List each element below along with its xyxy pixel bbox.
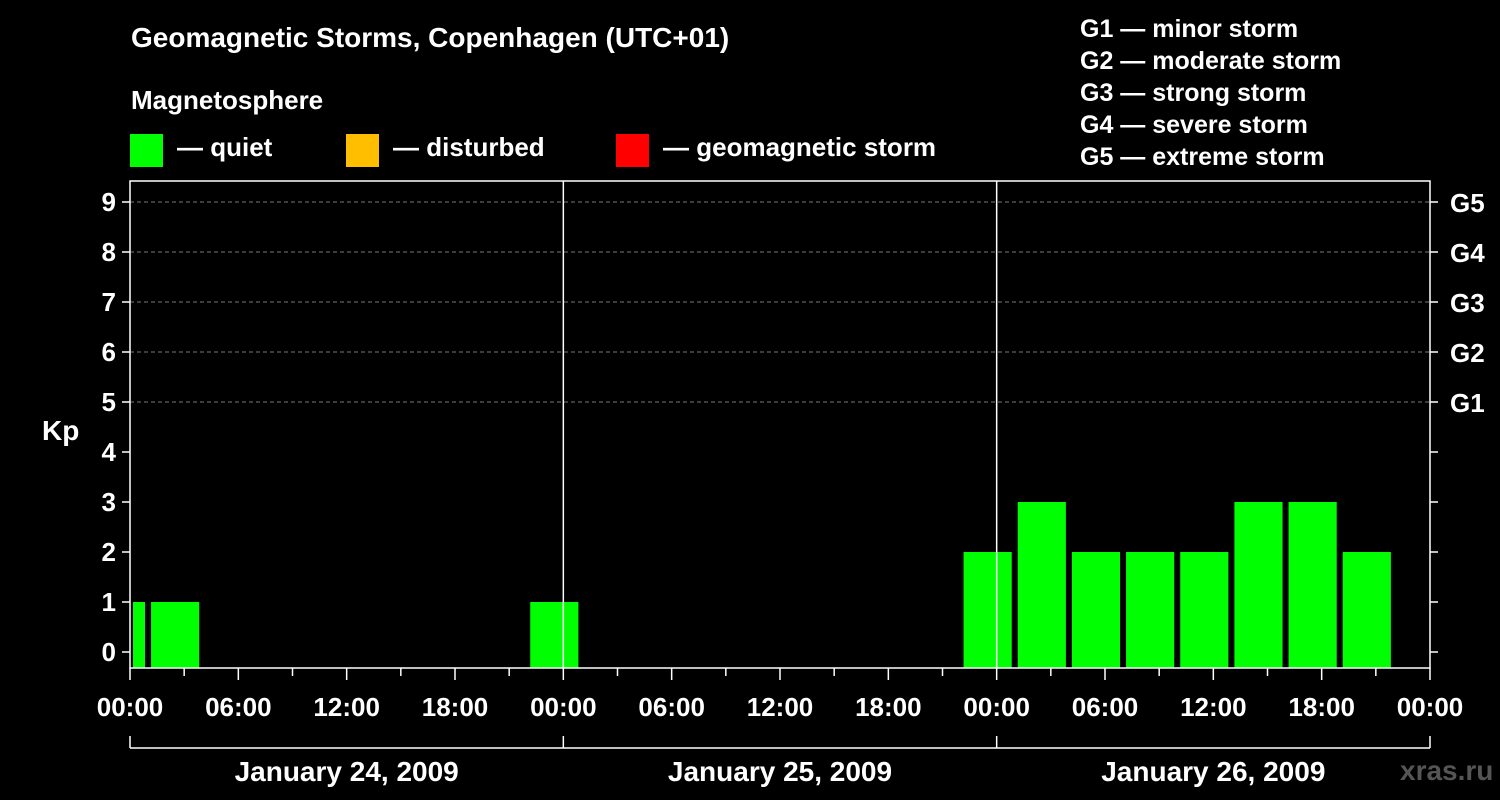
y-tick-label: 6 [102, 337, 116, 367]
storm-scale-g2: G2 — moderate storm [1080, 47, 1342, 75]
legend-label-quiet: — quiet [177, 132, 273, 162]
day-label: January 26, 2009 [1101, 756, 1325, 787]
legend-label-disturbed: — disturbed [393, 132, 545, 162]
y-tick-label: 0 [102, 637, 116, 667]
kp-bar-9 [1288, 502, 1337, 668]
storm-scale-g5: G5 — extreme storm [1080, 143, 1325, 171]
kp-bar-4 [1017, 502, 1066, 668]
y-tick-label: 2 [102, 537, 116, 567]
x-tick-label: 18:00 [855, 692, 922, 722]
legend-swatch-disturbed [346, 134, 379, 167]
storm-level-label: G2 [1450, 338, 1485, 368]
storm-level-label: G3 [1450, 288, 1485, 318]
storm-scale-g4: G4 — severe storm [1080, 111, 1308, 139]
y-tick-label: 4 [102, 437, 117, 467]
x-tick-label: 18:00 [1288, 692, 1355, 722]
y-tick-label: 3 [102, 487, 116, 517]
x-tick-label: 18:00 [422, 692, 489, 722]
y-tick-label: 9 [102, 187, 116, 217]
storm-level-label: G1 [1450, 388, 1485, 418]
y-tick-label: 5 [102, 387, 116, 417]
storm-scale-g1: G1 — minor storm [1080, 15, 1299, 43]
x-tick-label: 12:00 [1180, 692, 1247, 722]
kp-bar-1 [151, 602, 200, 668]
storm-scale-g3: G3 — strong storm [1080, 79, 1307, 107]
x-tick-label: 06:00 [205, 692, 272, 722]
day-label: January 25, 2009 [668, 756, 892, 787]
y-tick-label: 1 [102, 587, 116, 617]
kp-bar-8 [1234, 502, 1283, 668]
chart-title: Geomagnetic Storms, Copenhagen (UTC+01) [131, 22, 730, 53]
kp-bar-5 [1071, 552, 1121, 668]
kp-bar-2 [530, 602, 579, 668]
kp-bar-0 [133, 602, 146, 668]
watermark: xras.ru [1400, 755, 1494, 786]
x-tick-label: 00:00 [530, 692, 597, 722]
y-axis-label: Kp [42, 415, 79, 446]
kp-bar-10 [1342, 552, 1391, 668]
legend-swatch-storm [616, 134, 649, 167]
x-tick-label: 06:00 [638, 692, 705, 722]
x-tick-label: 12:00 [747, 692, 814, 722]
x-tick-label: 06:00 [1072, 692, 1139, 722]
storm-level-label: G4 [1450, 238, 1485, 268]
storm-level-label: G5 [1450, 188, 1485, 218]
x-tick-label: 00:00 [963, 692, 1030, 722]
x-tick-label: 00:00 [1397, 692, 1464, 722]
y-tick-label: 7 [102, 287, 116, 317]
y-tick-label: 8 [102, 237, 116, 267]
x-tick-label: 00:00 [97, 692, 164, 722]
day-label: January 24, 2009 [235, 756, 459, 787]
kp-bar-6 [1126, 552, 1175, 668]
legend-label-storm: — geomagnetic storm [663, 132, 937, 162]
x-tick-label: 12:00 [313, 692, 380, 722]
kp-bar-3 [963, 552, 1012, 668]
legend-swatch-quiet [130, 134, 163, 167]
kp-bar-7 [1180, 552, 1229, 668]
magnetosphere-label: Magnetosphere [131, 85, 324, 115]
